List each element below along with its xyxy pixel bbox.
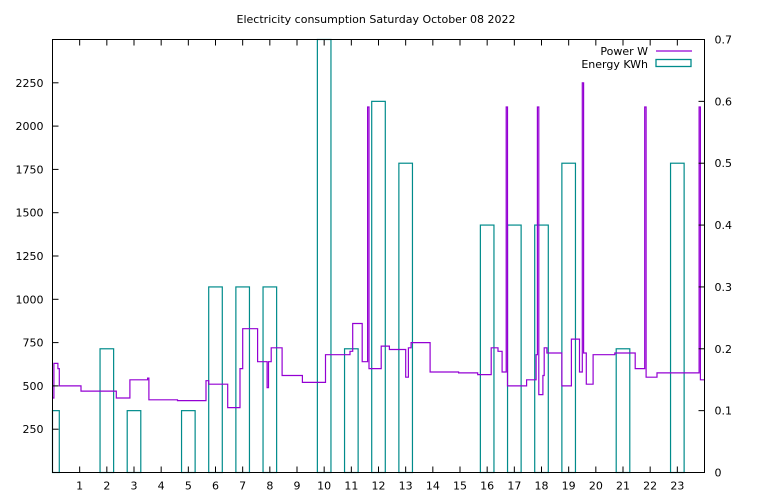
y-left-tick-label: 500 bbox=[23, 380, 44, 393]
axes-layer: 1 2 3 4 5 6 7 8 9 10 11 12 13 14 15 16 17 18 19 20 21 22 23250… bbox=[16, 34, 733, 493]
legend-label-power: Power W bbox=[600, 45, 648, 58]
y-left-tick-label: 1000 bbox=[16, 293, 44, 306]
y-left-tick-label: 2250 bbox=[16, 77, 44, 90]
y-left-tick-label: 1250 bbox=[16, 250, 44, 263]
y-left-tick-label: 2000 bbox=[16, 120, 44, 133]
y-left-tick-label: 750 bbox=[23, 337, 44, 350]
y-right-tick-label: 0.4 bbox=[715, 219, 733, 232]
x-tick-label: 18 bbox=[535, 480, 549, 493]
x-tick-label: 15 bbox=[453, 480, 467, 493]
y-right-tick-label: 0.1 bbox=[715, 405, 733, 418]
energy-box bbox=[398, 162, 414, 474]
energy-box bbox=[316, 38, 332, 474]
energy-box bbox=[235, 286, 251, 474]
power-line bbox=[52, 82, 705, 409]
energy-box bbox=[343, 348, 359, 474]
energy-box bbox=[534, 224, 549, 474]
y-right-tick-label: 0.3 bbox=[715, 281, 733, 294]
y-right-tick-label: 0.7 bbox=[715, 34, 733, 47]
x-tick-label: 16 bbox=[480, 480, 494, 493]
energy-box bbox=[262, 286, 278, 474]
x-tick-label: 10 bbox=[317, 480, 331, 493]
energy-box bbox=[208, 286, 223, 474]
x-tick-label: 20 bbox=[589, 480, 603, 493]
x-tick-label: 22 bbox=[643, 480, 657, 493]
energy-box bbox=[479, 224, 495, 474]
energy-box bbox=[126, 410, 142, 474]
energy-box bbox=[51, 410, 60, 474]
x-tick-label: 19 bbox=[562, 480, 576, 493]
energy-box bbox=[371, 100, 386, 474]
x-tick-label: 6 bbox=[212, 480, 219, 493]
energy-box bbox=[506, 224, 522, 474]
y-left-tick-label: 250 bbox=[23, 423, 44, 436]
energy-box bbox=[180, 410, 196, 474]
energy-box bbox=[615, 348, 631, 474]
energy-boxes-layer bbox=[51, 38, 685, 474]
energy-box bbox=[561, 162, 577, 474]
x-tick-label: 23 bbox=[670, 480, 684, 493]
x-tick-label: 21 bbox=[616, 480, 630, 493]
energy-box bbox=[669, 162, 685, 474]
x-tick-label: 1 bbox=[76, 480, 83, 493]
x-tick-label: 9 bbox=[294, 480, 301, 493]
y-right-tick-label: 0 bbox=[715, 467, 722, 480]
x-tick-label: 5 bbox=[185, 480, 192, 493]
legend: Power W Energy KWh bbox=[581, 45, 692, 71]
x-tick-label: 3 bbox=[131, 480, 138, 493]
x-tick-label: 17 bbox=[507, 480, 521, 493]
x-tick-label: 2 bbox=[103, 480, 110, 493]
power-line-layer bbox=[52, 82, 705, 409]
x-tick-label: 4 bbox=[158, 480, 165, 493]
chart-title: Electricity consumption Saturday October… bbox=[237, 13, 516, 26]
x-tick-label: 8 bbox=[266, 480, 273, 493]
legend-label-energy: Energy KWh bbox=[581, 58, 648, 71]
y-left-tick-label: 1750 bbox=[16, 163, 44, 176]
y-right-tick-label: 0.2 bbox=[715, 343, 733, 356]
y-right-tick-label: 0.5 bbox=[715, 157, 733, 170]
y-right-tick-label: 0.6 bbox=[715, 95, 733, 108]
x-tick-label: 11 bbox=[344, 480, 358, 493]
y-left-tick-label: 1500 bbox=[16, 207, 44, 220]
plot-frame bbox=[52, 39, 705, 473]
x-tick-label: 13 bbox=[399, 480, 413, 493]
energy-box bbox=[99, 348, 115, 474]
legend-box-energy bbox=[655, 58, 692, 68]
x-tick-label: 7 bbox=[239, 480, 246, 493]
x-tick-label: 14 bbox=[426, 480, 440, 493]
x-tick-label: 12 bbox=[372, 480, 386, 493]
